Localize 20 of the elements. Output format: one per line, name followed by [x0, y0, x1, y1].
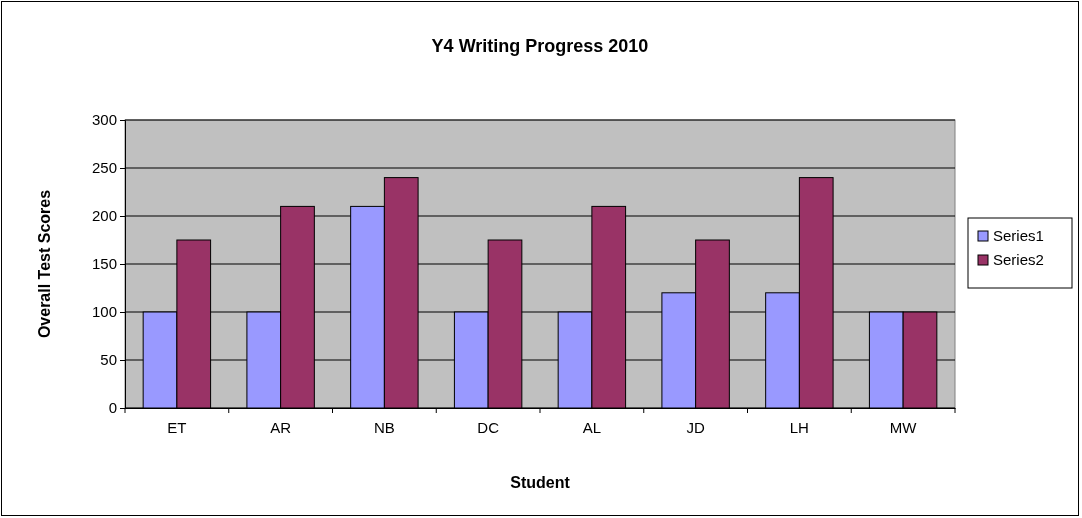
chart-title: Y4 Writing Progress 2010: [431, 36, 649, 56]
y-axis-title: Overall Test Scores: [36, 189, 53, 339]
x-axis-title: Student: [510, 474, 571, 491]
x-tick-label: AR: [270, 418, 292, 436]
y-tick-label: 50: [100, 351, 117, 369]
x-tick-label: ET: [167, 418, 187, 436]
x-tick-label: DC: [477, 418, 500, 436]
x-tick-label: MW: [889, 418, 918, 436]
legend-label: Series1: [993, 227, 1044, 244]
y-tick-label: 100: [91, 303, 117, 321]
x-tick-label: JD: [686, 418, 705, 436]
x-tick-label: NB: [373, 418, 395, 436]
x-tick-label: LH: [789, 418, 809, 436]
y-tick-label: 200: [91, 207, 117, 225]
x-tick-label: AL: [582, 418, 602, 436]
y-tick-label: 300: [91, 111, 117, 129]
y-tick-label: 0: [108, 399, 117, 417]
legend-label: Series2: [993, 251, 1044, 268]
y-tick-label: 150: [91, 255, 117, 273]
y-tick-label: 250: [91, 159, 117, 177]
